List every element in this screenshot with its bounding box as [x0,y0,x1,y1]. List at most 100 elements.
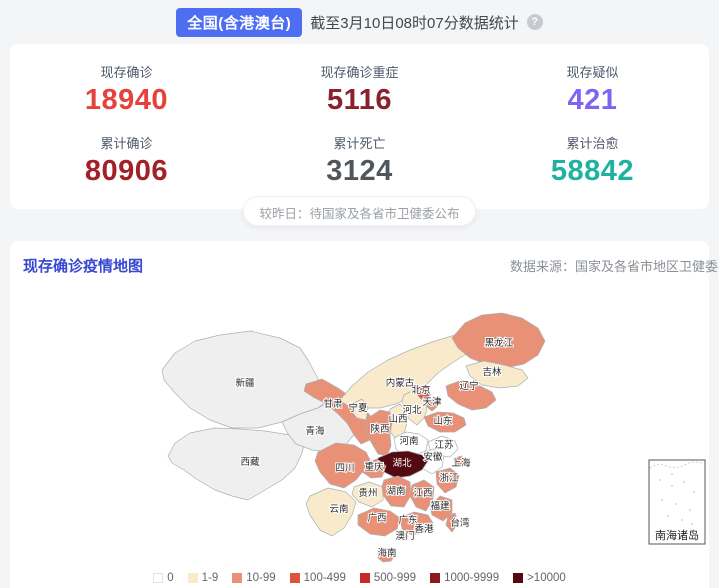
data-timestamp: 截至3月10日08时07分数据统计 [310,14,519,32]
legend-item->10000: >10000 [513,572,566,584]
map-title: 现存确诊疫情地图 [23,257,144,275]
province-label-sichuan: 四川 [335,463,354,474]
province-hebei[interactable] [401,389,428,426]
stat-label: 现存确诊重症 [320,65,399,80]
province-label-shaanxi: 陕西 [370,423,389,435]
province-label-guangdong: 广东 [398,514,417,526]
province-label-tianjin: 天津 [422,397,442,408]
legend-label: >10000 [527,571,566,584]
province-label-shandong: 山东 [433,415,452,427]
province-label-neimenggu: 内蒙古 [386,377,415,389]
province-taiwan[interactable] [445,512,459,533]
province-gansu[interactable] [303,378,379,445]
stat-value: 3124 [326,155,393,188]
province-label-yunnan: 云南 [329,503,348,515]
legend-swatch [187,572,198,583]
legend-item-10-99: 10-99 [232,572,276,584]
legend-swatch [513,572,524,583]
province-aomen[interactable] [401,532,409,540]
province-label-hubei: 湖北 [392,458,412,469]
legend-item-100-499: 100-499 [289,571,346,584]
province-shaanxi[interactable] [365,409,393,457]
stat-label: 累计确诊 [100,136,153,152]
legend-label: 1-9 [201,571,219,584]
province-label-ningxia: 宁夏 [348,402,368,414]
help-icon[interactable]: ? [526,14,543,30]
stats-grid: 现存确诊 18940 现存确诊重症 5116 现存疑似 421 累计确诊 80906 累计死亡 3… [10,62,709,189]
province-label-guizhou: 贵州 [358,487,377,499]
legend-swatch [153,572,164,583]
south-china-sea-inset: 南海诸岛 [648,459,706,545]
legend-label: 1000-9999 [444,571,500,584]
province-jiangxi[interactable] [409,479,435,512]
province-label-chongqing: 重庆 [364,461,384,473]
stat-label: 现存疑似 [566,65,619,80]
region-tab-national[interactable]: 全国(含港澳台) [176,7,303,37]
province-liaoning[interactable] [445,379,497,411]
province-sichuan[interactable] [314,442,371,489]
province-hunan[interactable] [381,475,412,508]
province-label-guangxi: 广西 [367,512,386,524]
legend-swatch [232,572,243,583]
change-note-pill: 较昨日：待国家及各省市卫健委公布 [243,195,476,226]
province-fujian[interactable] [429,495,453,522]
stats-card: 现存确诊 18940 现存确诊重症 5116 现存疑似 421 累计确诊 80906 累计死亡 3… [10,44,709,209]
province-hainan[interactable] [377,547,396,563]
legend-label: 0 [167,571,174,584]
province-label-aomen: 澳门 [395,530,414,542]
province-label-taiwan: 台湾 [450,517,470,529]
province-label-jiangxi: 江西 [413,488,432,499]
province-ningxia[interactable] [350,398,369,421]
stat-6: 累计治愈 58842 [476,133,709,188]
province-label-anhui: 安徽 [423,451,443,463]
province-label-xizang: 西藏 [240,456,260,468]
province-label-henan: 河南 [399,435,418,447]
legend-swatch [359,572,370,583]
province-label-xianggang: 香港 [414,523,434,535]
province-zhejiang[interactable] [435,467,460,494]
province-jilin[interactable] [465,360,529,389]
stat-value: 58842 [550,155,635,188]
china-choropleth-map: 新疆 西藏 青海 甘肃 内蒙古 黑龙江 吉林 辽宁 北京 天津 河北 山西 山东 河南 陕西 宁夏 江苏 安徽 上海… [10,278,709,570]
legend-item-0: 0 [153,571,174,584]
top-header: 全国(含港澳台) 截至3月10日08时07分数据统计 ? [0,0,719,44]
province-guizhou[interactable] [351,481,384,508]
province-label-jiangsu: 江苏 [434,439,454,451]
province-shandong[interactable] [423,411,467,433]
province-label-beijing: 北京 [411,384,430,396]
province-neimenggu[interactable] [339,332,479,409]
province-label-shanghai: 上海 [451,457,471,469]
stat-value: 80906 [84,155,169,188]
province-tianjin[interactable] [426,397,439,412]
stat-4: 累计确诊 80906 [10,133,243,188]
province-label-hainan: 海南 [377,547,396,559]
province-label-shanxi: 山西 [388,414,407,425]
legend-label: 100-499 [303,571,346,584]
province-label-jilin: 吉林 [482,366,502,378]
stat-label: 现存确诊 [100,65,153,80]
province-label-zhejiang: 浙江 [439,472,459,484]
stat-label: 累计死亡 [333,136,386,152]
inset-label: 南海诸岛 [655,528,699,542]
province-guangxi[interactable] [357,507,401,537]
province-label-qinghai: 青海 [305,425,325,437]
stat-5: 累计死亡 3124 [243,133,476,188]
stat-3: 现存疑似 421 [476,62,709,117]
province-label-liaoning: 辽宁 [459,380,478,392]
map-card: 现存确诊疫情地图 数据来源：国家及各省市地区卫健委 新疆 西藏 青海 甘肃 内蒙古 黑龙江… [10,240,718,588]
stat-value: 421 [567,84,618,116]
stat-value: 5116 [327,84,392,116]
stat-value: 18940 [84,84,169,116]
province-shanghai[interactable] [453,455,464,467]
province-yunnan[interactable] [305,487,357,537]
province-label-heilongjiang: 黑龙江 [485,337,514,349]
province-heilongjiang[interactable] [451,312,546,369]
province-label-hunan: 湖南 [386,485,405,497]
province-xizang[interactable] [167,427,306,501]
legend-item-500-999: 500-999 [359,572,416,584]
province-label-hebei: 河北 [402,404,422,416]
stat-2: 现存确诊重症 5116 [243,62,476,117]
province-xianggang[interactable] [417,525,427,534]
province-label-fujian: 福建 [430,500,450,512]
map-data-source: 数据来源：国家及各省市地区卫健委 [509,258,718,274]
